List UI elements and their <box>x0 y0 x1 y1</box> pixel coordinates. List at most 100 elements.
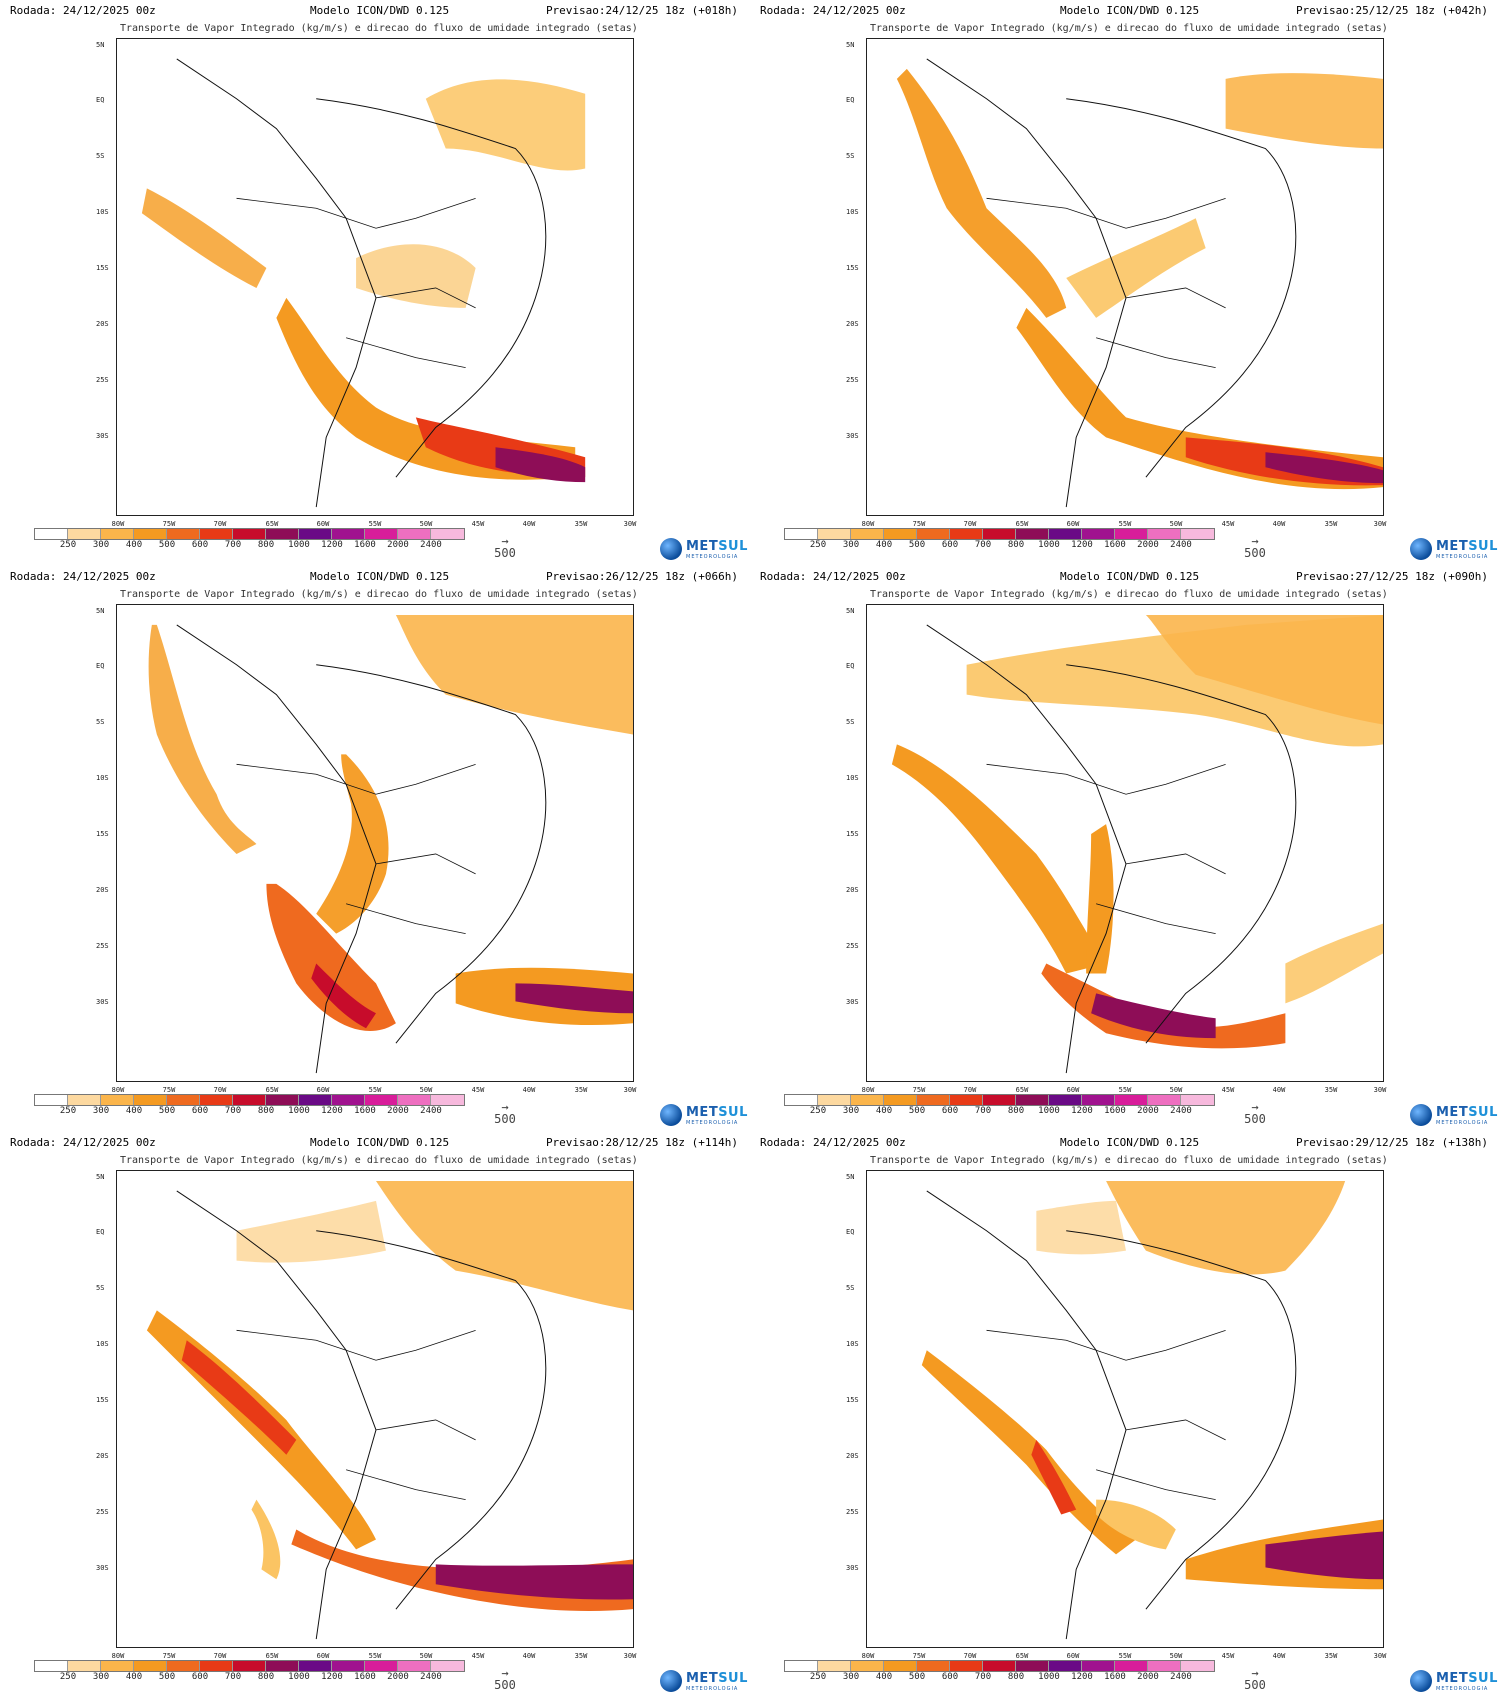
lon-label: 70W <box>963 1086 977 1094</box>
globe-icon <box>1410 538 1432 560</box>
scale-label: 1200 <box>1071 1106 1093 1116</box>
lat-label: 10S <box>96 774 109 782</box>
metsul-logo: METSUL METEOROLOGIA <box>660 1104 748 1126</box>
lat-label: 5S <box>96 1284 105 1292</box>
forecast-label: Previsao:24/12/25 18z (+018h) <box>545 4 738 17</box>
metsul-logo: METSUL METEOROLOGIA <box>1410 1104 1498 1126</box>
lat-label: 20S <box>846 320 859 328</box>
lat-label: 15S <box>846 264 859 272</box>
scale-swatch <box>1115 529 1148 539</box>
scale-swatch <box>35 529 68 539</box>
lat-label: 5N <box>846 1173 855 1181</box>
scale-label: 250 <box>809 1106 827 1116</box>
scale-label: 400 <box>125 1672 143 1682</box>
model-label: Modelo ICON/DWD 0.125 <box>310 1136 450 1149</box>
scale-swatch <box>266 529 299 539</box>
lon-label: 65W <box>265 1086 279 1094</box>
lon-label: 70W <box>963 520 977 528</box>
model-label: Modelo ICON/DWD 0.125 <box>310 4 450 17</box>
scale-label: 300 <box>92 1672 110 1682</box>
lat-label: 10S <box>846 208 859 216</box>
run-label: Rodada: 24/12/2025 00z <box>10 4 156 17</box>
scale-swatch <box>1181 529 1214 539</box>
scale-swatch <box>200 529 233 539</box>
lon-label: 40W <box>522 520 536 528</box>
lon-label: 80W <box>111 1652 125 1660</box>
scale-swatch <box>884 529 917 539</box>
scale-label: 1600 <box>1104 540 1126 550</box>
metsul-logo: METSUL METEOROLOGIA <box>660 1670 748 1692</box>
lat-label: 5N <box>846 607 855 615</box>
scale-label: 400 <box>125 1106 143 1116</box>
scale-label: 400 <box>875 540 893 550</box>
scale-swatch <box>1016 529 1049 539</box>
globe-icon <box>1410 1670 1432 1692</box>
scale-label: 400 <box>875 1672 893 1682</box>
run-label: Rodada: 24/12/2025 00z <box>10 570 156 583</box>
scale-label: 2400 <box>420 1106 442 1116</box>
scale-label: 2400 <box>1170 1106 1192 1116</box>
scale-label: 800 <box>257 1106 275 1116</box>
lon-label: 80W <box>111 520 125 528</box>
scale-label: 300 <box>842 1672 860 1682</box>
lon-label: 55W <box>368 1086 382 1094</box>
scale-swatch <box>431 529 464 539</box>
lon-label: 40W <box>1272 1652 1286 1660</box>
lon-label: 75W <box>162 1652 176 1660</box>
scale-swatch <box>1016 1095 1049 1105</box>
model-label: Modelo ICON/DWD 0.125 <box>1060 4 1200 17</box>
scale-swatch <box>1082 1095 1115 1105</box>
lon-label: 50W <box>419 520 433 528</box>
lon-label: 60W <box>1066 1086 1080 1094</box>
scale-swatch <box>200 1661 233 1671</box>
forecast-label: Previsao:28/12/25 18z (+114h) <box>545 1136 738 1149</box>
globe-icon <box>660 538 682 560</box>
lat-label: EQ <box>846 662 855 670</box>
lon-label: 50W <box>419 1086 433 1094</box>
lon-label: 40W <box>522 1652 536 1660</box>
lon-label: 30W <box>623 1086 637 1094</box>
scale-label: 1200 <box>1071 1672 1093 1682</box>
scale-label: 250 <box>59 1106 77 1116</box>
lon-label: 80W <box>861 520 875 528</box>
lat-label: 10S <box>846 774 859 782</box>
lon-label: 60W <box>1066 520 1080 528</box>
lat-label: 10S <box>846 1340 859 1348</box>
run-label: Rodada: 24/12/2025 00z <box>10 1136 156 1149</box>
scale-label: 600 <box>941 540 959 550</box>
lon-label: 55W <box>1118 1652 1132 1660</box>
scale-label: 1600 <box>1104 1106 1126 1116</box>
lat-label: 20S <box>846 1452 859 1460</box>
lat-label: 5S <box>846 1284 855 1292</box>
scale-label: 700 <box>224 1672 242 1682</box>
lon-label: 30W <box>1373 520 1387 528</box>
lon-label: 55W <box>368 520 382 528</box>
scale-swatch <box>1016 1661 1049 1671</box>
scale-swatch <box>68 1661 101 1671</box>
scale-swatch <box>950 1661 983 1671</box>
vector-reference: → 500 <box>490 1667 520 1692</box>
forecast-label: Previsao:25/12/25 18z (+042h) <box>1295 4 1488 17</box>
lat-label: EQ <box>96 662 105 670</box>
scale-swatch <box>233 1661 266 1671</box>
scale-swatch <box>1115 1095 1148 1105</box>
lat-label: 25S <box>96 1508 109 1516</box>
scale-swatch <box>1115 1661 1148 1671</box>
arrow-icon: → <box>1251 1666 1259 1680</box>
scale-swatch <box>950 529 983 539</box>
color-scale <box>784 1660 1215 1672</box>
scale-swatch <box>1181 1661 1214 1671</box>
lon-label: 80W <box>861 1652 875 1660</box>
scale-label: 800 <box>1007 540 1025 550</box>
scale-label: 400 <box>875 1106 893 1116</box>
lon-label: 45W <box>471 1086 485 1094</box>
lat-label: 30S <box>96 1564 109 1572</box>
lon-label: 50W <box>1169 520 1183 528</box>
scale-swatch <box>431 1661 464 1671</box>
lat-label: 25S <box>846 1508 859 1516</box>
scale-swatch <box>233 1095 266 1105</box>
ivt-map <box>116 1170 634 1648</box>
lon-label: 60W <box>316 520 330 528</box>
scale-swatch <box>134 1095 167 1105</box>
lat-label: 25S <box>96 376 109 384</box>
